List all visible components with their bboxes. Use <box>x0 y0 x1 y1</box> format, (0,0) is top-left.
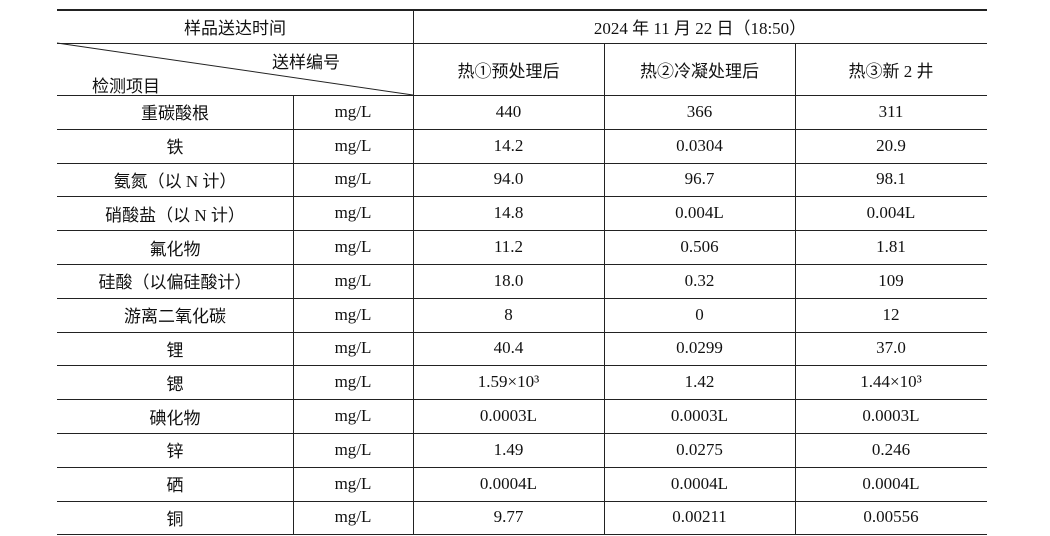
value-cell: 1.44×10³ <box>860 372 922 392</box>
rule <box>57 332 987 333</box>
unit-cell: mg/L <box>334 372 372 392</box>
item-cell: 硅酸（以偏硅酸计） <box>98 273 252 293</box>
rule <box>57 163 987 164</box>
value-cell: 0.0004L <box>479 473 538 493</box>
rule <box>57 196 987 197</box>
value-cell: 440 <box>495 101 522 121</box>
value-cell: 1.49 <box>493 439 524 459</box>
item-cell: 锶 <box>166 374 184 394</box>
rule <box>57 433 987 434</box>
rule <box>57 264 987 265</box>
value-cell: 0.0003L <box>479 406 538 426</box>
rule <box>57 230 987 231</box>
header-cell: 样品送达时间 <box>184 19 286 38</box>
item-cell: 铁 <box>166 138 184 158</box>
value-cell: 20.9 <box>876 135 906 155</box>
value-cell: 14.2 <box>493 135 524 155</box>
column-rule <box>293 95 294 535</box>
rule <box>57 399 987 400</box>
rule <box>57 95 987 96</box>
value-cell: 0.0004L <box>670 473 729 493</box>
rule <box>57 534 987 535</box>
unit-cell: mg/L <box>334 203 372 223</box>
item-cell: 硒 <box>166 476 184 496</box>
unit-cell: mg/L <box>334 135 372 155</box>
value-cell: 37.0 <box>876 338 906 358</box>
rule <box>57 129 987 130</box>
value-cell: 1.42 <box>684 372 715 392</box>
column-header: 热③新 2 井 <box>848 61 934 81</box>
rule <box>57 467 987 468</box>
column-header: 热①预处理后 <box>457 61 560 81</box>
value-cell: 12 <box>882 304 900 324</box>
rule <box>57 43 987 44</box>
item-cell: 氟化物 <box>149 239 201 259</box>
unit-cell: mg/L <box>334 237 372 257</box>
unit-cell: mg/L <box>334 473 372 493</box>
value-cell: 0.32 <box>684 270 715 290</box>
value-cell: 109 <box>878 270 904 290</box>
value-cell: 11.2 <box>493 237 524 257</box>
item-cell: 硝酸盐（以 N 计） <box>105 205 245 225</box>
item-cell: 锂 <box>166 340 184 360</box>
value-cell: 0.0299 <box>676 338 723 358</box>
unit-cell: mg/L <box>334 101 372 121</box>
value-cell: 0.00556 <box>863 507 919 527</box>
value-cell: 14.8 <box>493 203 524 223</box>
rule <box>57 501 987 502</box>
value-cell: 8 <box>504 304 513 324</box>
unit-cell: mg/L <box>334 439 372 459</box>
value-cell: 98.1 <box>876 169 906 189</box>
unit-cell: mg/L <box>334 304 372 324</box>
rule <box>57 9 987 11</box>
value-cell: 0.0003L <box>862 406 920 426</box>
unit-cell: mg/L <box>334 406 372 426</box>
value-cell: 0.506 <box>680 237 719 257</box>
value-cell: 0.0275 <box>676 439 723 459</box>
value-cell: 0.246 <box>871 439 911 459</box>
column-rule <box>604 43 605 535</box>
header-cell: 检测项目 <box>92 77 160 96</box>
item-cell: 铜 <box>166 509 184 529</box>
item-cell: 游离二氧化碳 <box>124 307 226 327</box>
rule <box>57 365 987 366</box>
value-cell: 96.7 <box>684 169 715 189</box>
column-header: 热②冷凝处理后 <box>640 61 759 81</box>
unit-cell: mg/L <box>334 507 372 527</box>
header-cell: 送样编号 <box>272 53 340 72</box>
value-cell: 9.77 <box>493 507 524 527</box>
value-cell: 0.0004L <box>862 473 920 493</box>
value-cell: 1.59×10³ <box>477 372 540 392</box>
item-cell: 锌 <box>166 442 184 462</box>
value-cell: 0.0003L <box>670 406 729 426</box>
unit-cell: mg/L <box>334 169 372 189</box>
value-cell: 40.4 <box>493 338 524 358</box>
item-cell: 氨氮（以 N 计） <box>113 171 237 191</box>
unit-cell: mg/L <box>334 338 372 358</box>
value-cell: 366 <box>686 101 713 121</box>
value-cell: 0.0304 <box>676 135 723 155</box>
value-cell: 0 <box>695 304 704 324</box>
column-rule <box>413 10 414 535</box>
value-cell: 94.0 <box>493 169 524 189</box>
value-cell: 18.0 <box>493 270 524 290</box>
value-cell: 1.81 <box>876 237 906 257</box>
item-cell: 碘化物 <box>149 408 201 428</box>
item-cell: 重碳酸根 <box>141 104 209 124</box>
rule <box>57 298 987 299</box>
column-rule <box>795 43 796 535</box>
value-cell: 0.004L <box>675 203 724 223</box>
value-cell: 0.004L <box>866 203 916 223</box>
value-cell: 0.00211 <box>672 507 727 527</box>
header-cell: 2024 年 11 月 22 日（18:50） <box>593 19 807 38</box>
unit-cell: mg/L <box>334 270 372 290</box>
value-cell: 311 <box>878 101 904 121</box>
